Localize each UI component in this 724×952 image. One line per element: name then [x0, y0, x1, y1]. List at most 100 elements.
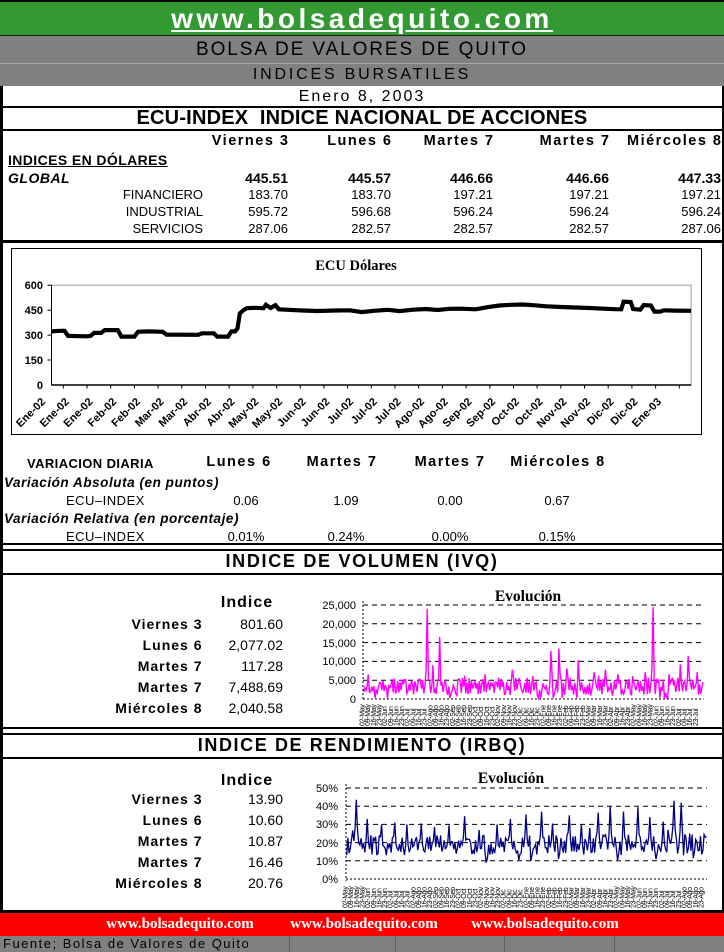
- svg-text:16-Jun: 16-Jun: [376, 888, 383, 908]
- svg-text:09-Mar: 09-Mar: [574, 887, 581, 908]
- svg-text:23-Jul: 23-Jul: [405, 890, 412, 908]
- svg-text:09-Jul: 09-Jul: [665, 890, 672, 908]
- svg-text:16-Feb: 16-Feb: [557, 887, 564, 908]
- svg-text:09-May: 09-May: [619, 886, 626, 908]
- svg-text:09-Oct: 09-Oct: [478, 706, 485, 726]
- svg-text:02-Jul: 02-Jul: [405, 708, 412, 726]
- svg-text:09-May: 09-May: [348, 886, 355, 908]
- svg-text:16-Abr: 16-Abr: [619, 706, 626, 726]
- svg-text:16-May: 16-May: [642, 704, 649, 726]
- svg-text:23-Feb: 23-Feb: [563, 887, 570, 908]
- svg-text:09-Dic: 09-Dic: [506, 889, 513, 908]
- svg-text:23-Feb: 23-Feb: [580, 705, 587, 726]
- svg-text:23-Abr: 23-Abr: [608, 888, 615, 908]
- svg-text:23-Jun: 23-Jun: [670, 706, 677, 726]
- svg-text:23-May: 23-May: [631, 886, 638, 908]
- svg-text:02-Jun: 02-Jun: [382, 706, 389, 726]
- svg-text:23-Ago: 23-Ago: [427, 887, 434, 908]
- svg-text:10,000: 10,000: [322, 656, 356, 668]
- svg-text:16-Nov: 16-Nov: [489, 886, 496, 908]
- svg-text:300: 300: [25, 330, 43, 342]
- svg-text:ECU Dólares: ECU Dólares: [315, 258, 397, 274]
- svg-text:02-May: 02-May: [614, 886, 621, 908]
- svg-text:02-Dic: 02-Dic: [518, 707, 525, 726]
- svg-text:0%: 0%: [322, 874, 338, 886]
- svg-text:02-Feb: 02-Feb: [563, 705, 570, 726]
- svg-text:02-Ene: 02-Ene: [540, 705, 547, 726]
- svg-text:10%: 10%: [316, 856, 338, 868]
- svg-text:02-Abr: 02-Abr: [608, 706, 615, 726]
- svg-text:02-Nov: 02-Nov: [495, 704, 502, 726]
- svg-text:02-Ene: 02-Ene: [523, 887, 530, 908]
- svg-text:09-Nov: 09-Nov: [484, 886, 491, 908]
- svg-text:15,000: 15,000: [322, 638, 356, 650]
- svg-text:23-Jul: 23-Jul: [676, 890, 683, 908]
- svg-text:02-Jun: 02-Jun: [636, 888, 643, 908]
- svg-text:09-Sep: 09-Sep: [456, 705, 463, 726]
- svg-text:02-May: 02-May: [343, 886, 350, 908]
- svg-text:16-Ene: 16-Ene: [552, 705, 559, 726]
- svg-text:16-Dic: 16-Dic: [512, 889, 519, 908]
- svg-text:23-May: 23-May: [360, 886, 367, 908]
- svg-text:09-Abr: 09-Abr: [597, 888, 604, 908]
- svg-text:02-Feb: 02-Feb: [546, 887, 553, 908]
- svg-text:23-Dic: 23-Dic: [518, 889, 525, 908]
- svg-text:150: 150: [25, 355, 43, 367]
- svg-text:02-Sep: 02-Sep: [450, 705, 457, 726]
- svg-text:02-Oct: 02-Oct: [473, 706, 480, 726]
- svg-text:16-Jul: 16-Jul: [399, 890, 406, 908]
- svg-text:20,000: 20,000: [322, 619, 356, 631]
- svg-text:09-Mar: 09-Mar: [591, 705, 598, 726]
- svg-text:09-Sep: 09-Sep: [439, 887, 446, 908]
- svg-text:16-Nov: 16-Nov: [506, 704, 513, 726]
- svg-text:02-Jun: 02-Jun: [653, 706, 660, 726]
- svg-text:23-Ene: 23-Ene: [557, 705, 564, 726]
- svg-text:16-Ago: 16-Ago: [422, 887, 429, 908]
- svg-text:02-May: 02-May: [631, 704, 638, 726]
- svg-text:Evolución: Evolución: [478, 770, 545, 787]
- svg-text:16-Ene: 16-Ene: [535, 887, 542, 908]
- svg-text:23-Oct: 23-Oct: [473, 888, 480, 908]
- svg-text:23-Nov: 23-Nov: [512, 704, 519, 726]
- svg-text:09-Ene: 09-Ene: [529, 887, 536, 908]
- svg-text:02-Mar: 02-Mar: [569, 887, 576, 908]
- svg-text:02-Jun: 02-Jun: [365, 888, 372, 908]
- svg-text:09-Feb: 09-Feb: [569, 705, 576, 726]
- svg-text:450: 450: [25, 305, 43, 317]
- svg-text:16-Sep: 16-Sep: [461, 705, 468, 726]
- svg-text:09-Jun: 09-Jun: [371, 888, 378, 908]
- svg-text:Evolución: Evolución: [495, 588, 562, 605]
- svg-text:09-Nov: 09-Nov: [501, 704, 508, 726]
- svg-text:09-Ene: 09-Ene: [546, 705, 553, 726]
- svg-text:02-May: 02-May: [360, 704, 367, 726]
- svg-text:16-May: 16-May: [354, 886, 361, 908]
- svg-text:16-Jul: 16-Jul: [416, 708, 423, 726]
- svg-text:09-Ago: 09-Ago: [433, 705, 440, 726]
- svg-text:02-Ago: 02-Ago: [682, 887, 689, 908]
- svg-text:23-Oct: 23-Oct: [490, 706, 497, 726]
- svg-text:09-Jun: 09-Jun: [659, 706, 666, 726]
- svg-text:02-Jul: 02-Jul: [659, 890, 666, 908]
- svg-text:23-Ago: 23-Ago: [444, 705, 451, 726]
- svg-text:16-Mar: 16-Mar: [580, 887, 587, 908]
- svg-text:16-Feb: 16-Feb: [574, 705, 581, 726]
- svg-text:23-Jun: 23-Jun: [653, 888, 660, 908]
- svg-text:09-Dic: 09-Dic: [523, 707, 530, 726]
- svg-text:16-Jun: 16-Jun: [665, 706, 672, 726]
- svg-text:40%: 40%: [316, 801, 338, 813]
- svg-text:50%: 50%: [316, 783, 338, 795]
- svg-text:30%: 30%: [316, 819, 338, 831]
- svg-text:16-Jul: 16-Jul: [670, 890, 677, 908]
- svg-text:23-Ene: 23-Ene: [540, 887, 547, 908]
- svg-text:09-Jul: 09-Jul: [682, 708, 689, 726]
- svg-text:23-Jul: 23-Jul: [422, 708, 429, 726]
- svg-text:09-Oct: 09-Oct: [461, 888, 468, 908]
- svg-text:09-May: 09-May: [365, 704, 372, 726]
- svg-text:25,000: 25,000: [322, 600, 356, 612]
- svg-text:09-Abr: 09-Abr: [614, 706, 621, 726]
- svg-text:23-Mar: 23-Mar: [603, 705, 610, 726]
- svg-text:02-Mar: 02-Mar: [586, 705, 593, 726]
- svg-text:23-Ago: 23-Ago: [699, 887, 706, 908]
- svg-text:16-Abr: 16-Abr: [602, 888, 609, 908]
- svg-text:16-Oct: 16-Oct: [467, 888, 474, 908]
